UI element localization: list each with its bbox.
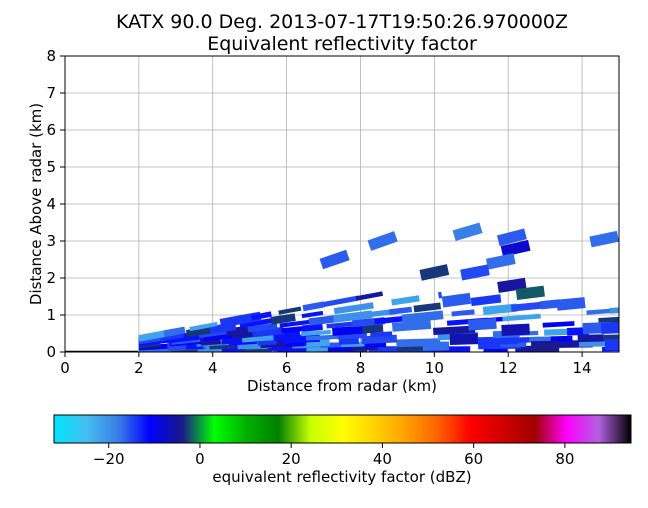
reflectivity-segment xyxy=(502,245,529,251)
x-axis-ticks: 0 2 4 6 8 10 12 14 xyxy=(60,352,591,377)
reflectivity-segment xyxy=(516,291,544,295)
y-tick-label: 4 xyxy=(46,195,56,213)
x-tick-label: 0 xyxy=(60,359,70,377)
ray-segment xyxy=(370,334,392,335)
reflectivity-segment xyxy=(502,329,530,330)
ray-segment xyxy=(306,337,338,339)
reflectivity-segment xyxy=(487,258,514,264)
reflectivity-segment xyxy=(590,236,617,242)
colorbar-label: equivalent reflectivity factor (dBZ) xyxy=(212,468,471,486)
ray-segment xyxy=(184,346,204,347)
ray-segment xyxy=(389,309,411,312)
reflectivity-segment xyxy=(443,298,471,302)
y-tick-label: 8 xyxy=(46,47,56,65)
ray-segment xyxy=(279,309,301,313)
y-tick-label: 2 xyxy=(46,269,56,287)
ray-segment xyxy=(543,323,575,325)
reflectivity-segment xyxy=(601,327,629,328)
x-tick-label: 8 xyxy=(356,359,366,377)
x-tick-label: 14 xyxy=(573,359,592,377)
ray-segment xyxy=(610,310,619,311)
y-tick-label: 6 xyxy=(46,121,56,139)
y-axis-ticks: 0 1 2 3 4 5 6 7 8 xyxy=(46,47,65,361)
ray-segment xyxy=(402,315,443,319)
ray-segment xyxy=(362,328,383,330)
y-tick-label: 3 xyxy=(46,232,56,250)
colorbar-tick-label: 40 xyxy=(373,450,392,468)
reflectivity-segment xyxy=(454,228,481,236)
colorbar-tick-label: 80 xyxy=(555,450,574,468)
reflectivity-segment xyxy=(468,323,496,325)
ray-segment xyxy=(302,327,322,329)
x-tick-label: 12 xyxy=(499,359,518,377)
ray-segment xyxy=(251,314,271,318)
chart-title-line2: Equivalent reflectivity factor xyxy=(207,33,477,55)
ray-segment xyxy=(303,304,324,308)
ray-segment xyxy=(302,313,323,316)
ray-segment xyxy=(587,311,614,313)
ray-segment xyxy=(334,305,373,311)
reflectivity-segment xyxy=(557,303,585,306)
y-tick-label: 0 xyxy=(46,343,56,361)
colorbar-tick-label: 20 xyxy=(282,450,301,468)
ray-segment xyxy=(338,335,367,337)
colorbar-tick-label: 0 xyxy=(195,450,205,468)
ray-segment xyxy=(301,332,331,334)
ray-segment xyxy=(271,317,295,321)
colorbar-tick-label: −20 xyxy=(93,450,125,468)
x-axis-label: Distance from radar (km) xyxy=(247,377,437,395)
ray-segment xyxy=(502,316,540,319)
ray-segment xyxy=(578,338,604,339)
x-tick-label: 10 xyxy=(425,359,444,377)
ray-segment xyxy=(529,339,553,340)
colorbar-ticks: −20 0 20 40 60 80 xyxy=(93,443,575,468)
ray-segment xyxy=(324,298,359,304)
y-tick-label: 5 xyxy=(46,158,56,176)
x-tick-label: 6 xyxy=(282,359,292,377)
reflectivity-segment xyxy=(369,236,396,245)
ray-segment xyxy=(248,326,277,330)
colorbar-tick-label: 60 xyxy=(464,450,483,468)
reflectivity-segment xyxy=(321,255,348,264)
ray-segment xyxy=(361,339,396,340)
ray-segment xyxy=(392,298,420,302)
ray-segment xyxy=(414,306,441,309)
ray-segment xyxy=(164,330,185,334)
ray-segment xyxy=(339,340,359,341)
y-tick-label: 7 xyxy=(46,84,56,102)
ray-segment xyxy=(471,298,501,302)
x-tick-label: 4 xyxy=(208,359,218,377)
colorbar xyxy=(54,415,631,443)
reflectivity-segment xyxy=(450,339,478,340)
y-tick-label: 1 xyxy=(46,306,56,324)
ray-segment xyxy=(551,339,573,340)
y-axis-label: Distance Above radar (km) xyxy=(27,103,45,305)
ray-segment xyxy=(392,324,430,327)
reflectivity-segment xyxy=(498,283,526,287)
reflectivity-segment xyxy=(498,234,525,241)
reflectivity-segment xyxy=(461,270,489,275)
ray-segment xyxy=(396,342,440,343)
ray-segment xyxy=(452,312,475,314)
reflectivity-segment xyxy=(421,269,448,275)
chart-title-line1: KATX 90.0 Deg. 2013-07-17T19:50:26.97000… xyxy=(116,11,568,33)
x-tick-label: 2 xyxy=(134,359,144,377)
